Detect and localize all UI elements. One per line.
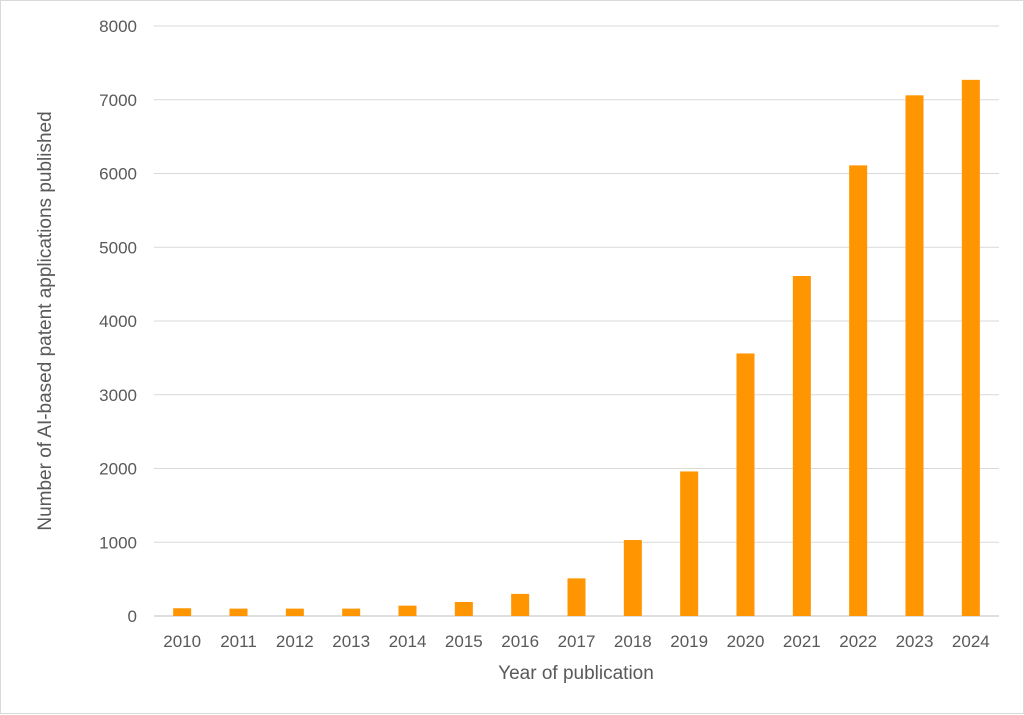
bar-2015 [454,601,473,616]
y-axis-ticks: 0 1000 2000 3000 4000 5000 6000 7000 8000 [99,17,137,626]
x-axis-ticks: 2010 2011 2012 2013 2014 2015 2016 2017 2018 2019… [163,632,989,651]
x-tick-label: 2017 [558,632,596,651]
y-tick-label: 4000 [99,312,137,331]
x-tick-label: 2024 [952,632,990,651]
x-tick-label: 2013 [332,632,370,651]
bar-2018 [623,540,642,616]
y-axis-title: Number of AI-based patent applications p… [35,111,56,530]
x-tick-label: 2016 [501,632,539,651]
bar-2023 [905,95,924,616]
x-tick-label: 2022 [839,632,877,651]
y-tick-label: 8000 [99,17,137,36]
x-tick-label: 2011 [220,632,257,651]
x-tick-label: 2021 [783,632,821,651]
x-tick-label: 2010 [163,632,201,651]
bar-2017 [567,578,586,616]
y-tick-label: 6000 [99,165,137,184]
bar-2012 [285,608,304,616]
x-tick-label: 2014 [389,632,427,651]
y-tick-label: 3000 [99,386,137,405]
y-tick-label: 5000 [99,238,137,257]
bar-2022 [849,165,868,616]
bar-2013 [342,608,361,616]
bar-2020 [736,353,755,616]
bar-2021 [792,276,811,616]
bar-2019 [680,471,699,616]
x-tick-label: 2018 [614,632,652,651]
x-tick-label: 2012 [276,632,314,651]
x-tick-label: 2019 [670,632,708,651]
x-tick-label: 2023 [896,632,934,651]
bar-2016 [511,593,530,616]
bar-2010 [173,608,192,616]
bar-2014 [398,605,417,616]
x-tick-label: 2015 [445,632,483,651]
bars [173,79,980,616]
bar-2011 [229,608,248,616]
gridlines [154,25,999,617]
y-tick-label: 1000 [99,533,137,552]
x-tick-label: 2020 [727,632,765,651]
y-tick-label: 7000 [99,91,137,110]
bar-2024 [961,79,980,616]
x-axis-title: Year of publication [498,663,654,684]
y-tick-label: 0 [128,607,137,626]
y-tick-label: 2000 [99,460,137,479]
